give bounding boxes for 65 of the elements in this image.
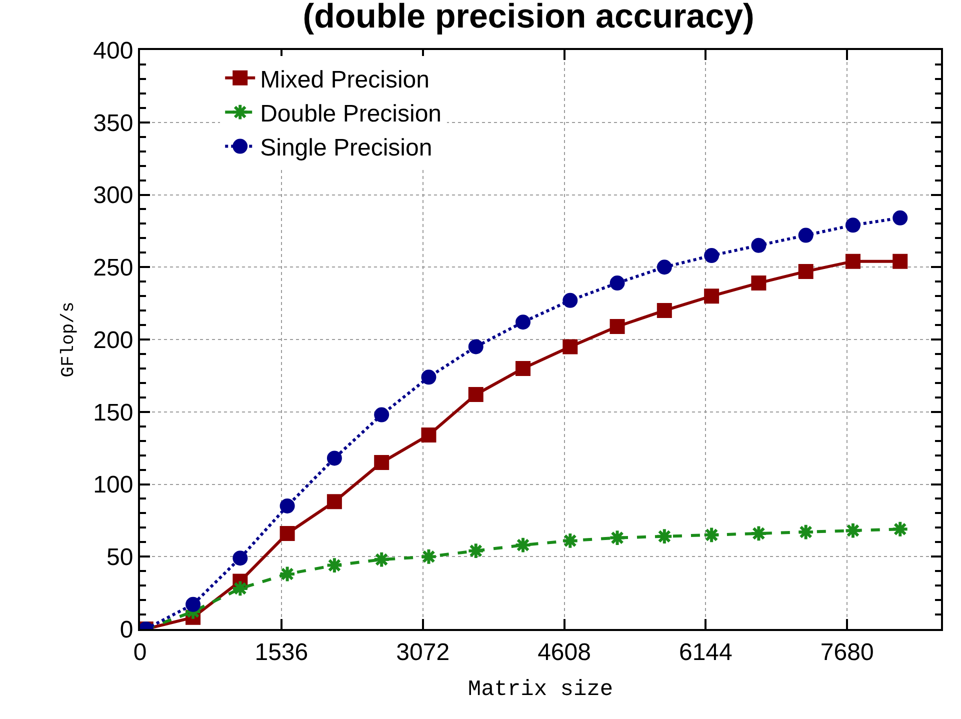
y-tick-label: 150 [93,399,134,426]
point [232,550,248,566]
x-tick-label: 4608 [538,638,591,666]
point [798,264,814,279]
point [420,548,438,566]
point [704,248,720,264]
point [186,596,201,612]
point [374,455,390,470]
point [656,260,672,275]
point [326,450,342,466]
point [514,536,532,554]
y-tick-label: 400 [93,37,134,64]
point [562,292,578,308]
point [280,498,295,514]
x-tick-label: 3072 [396,638,450,666]
point [468,339,484,354]
point [844,522,862,540]
point [750,524,768,542]
y-tick-label: 350 [93,110,134,137]
point [892,210,908,226]
point [421,370,436,385]
point [562,339,578,354]
point [656,303,672,318]
point [656,528,674,546]
x-tick-label: 7680 [820,638,874,666]
point [280,526,295,541]
point [797,523,815,541]
point [326,494,342,510]
y-tick-label: 50 [106,544,134,572]
point [704,288,720,304]
point [798,228,814,243]
legend-label: Single Precision [260,134,432,162]
y-tick-label: 300 [93,182,134,210]
point [516,360,531,376]
point [468,387,484,402]
point [845,218,860,233]
y-tick-label: 0 [120,616,134,644]
legend-label: Mixed Precision [260,66,430,94]
x-tick-label: 1536 [254,638,308,666]
x-axis-title: Matrix size [468,677,614,702]
y-tick-label: 100 [93,472,134,499]
point [561,532,579,550]
point [374,407,390,422]
point [610,276,625,291]
point [467,542,485,560]
y-tick-label: 250 [93,254,134,282]
point [372,550,390,568]
point [845,254,860,269]
point [610,318,625,334]
y-tick-label: 200 [93,326,134,354]
chart-title: (double precision accuracy) [302,0,754,36]
legend-label: Double Precision [260,100,442,128]
point [326,556,344,574]
point [751,276,766,291]
y-axis-title: GFlop/s [58,302,79,378]
point [702,526,720,544]
x-tick-label: 6144 [678,638,732,666]
point [892,254,908,269]
point [278,565,296,583]
point [891,520,909,538]
point [421,428,436,443]
point [516,314,531,330]
point [231,580,249,598]
point [608,529,626,547]
point [751,238,766,253]
